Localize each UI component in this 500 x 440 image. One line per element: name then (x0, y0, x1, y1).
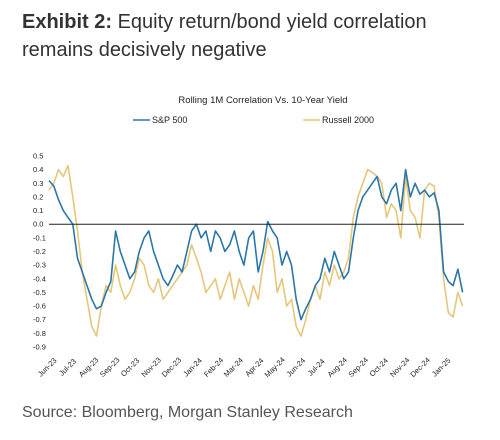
x-tick-label: Jan-25 (430, 356, 453, 379)
exhibit-label: Exhibit 2: (22, 11, 113, 33)
chart-title: Rolling 1M Correlation Vs. 10-Year Yield (178, 95, 347, 106)
y-tick-label: -0.6 (33, 302, 46, 311)
y-tick-label: -0.8 (33, 329, 46, 338)
y-tick-label: 0.4 (33, 165, 43, 174)
y-tick-label: 0.2 (33, 192, 43, 201)
x-tick-label: Jun-24 (285, 356, 308, 379)
y-axis: 0.5 0.4 0.3 0.2 0.1 0.0 -0.1 -0.2 -0.3 -0.4 -0.5 -0… (33, 152, 46, 352)
x-tick-label: Nov-23 (139, 355, 162, 378)
x-tick-label: Aug-23 (77, 355, 100, 378)
y-tick-label: -0.1 (33, 233, 46, 242)
x-tick-label: Nov-24 (388, 355, 411, 378)
y-tick-label: 0.3 (33, 179, 43, 188)
plot-area (48, 164, 464, 337)
x-tick-label: Jun-23 (36, 356, 59, 379)
legend-label-sp500: S&P 500 (152, 115, 187, 125)
headline: Exhibit 2: Equity return/bond yield corr… (22, 8, 492, 64)
x-tick-label: Jul-24 (306, 357, 327, 378)
x-tick-label: Jul-23 (57, 357, 78, 378)
x-tick-label: Dec-24 (408, 355, 431, 378)
series-line-sp500 (48, 168, 464, 321)
y-tick-label: -0.7 (33, 315, 46, 324)
x-tick-label: Feb-24 (202, 356, 225, 379)
x-tick-label: Mar-24 (222, 356, 245, 379)
y-tick-label: 0.5 (33, 152, 43, 161)
x-tick-label: Oct-24 (368, 356, 390, 378)
y-tick-label: -0.4 (33, 274, 46, 283)
x-tick-label: Dec-23 (160, 355, 183, 378)
legend: S&P 500 Russell 2000 (133, 115, 374, 125)
y-tick-label: -0.3 (33, 261, 46, 270)
series-line-russell2000 (48, 164, 464, 337)
headline-text: Equity return/bond yield correlation rem… (22, 11, 427, 61)
x-tick-label: Oct-23 (119, 356, 141, 378)
legend-label-russell2000: Russell 2000 (322, 115, 374, 125)
y-tick-label: 0.0 (33, 220, 43, 229)
x-tick-label: Sep-24 (347, 355, 370, 378)
y-tick-label: -0.2 (33, 247, 46, 256)
y-tick-label: -0.9 (33, 343, 46, 352)
x-tick-label: Aug-24 (326, 355, 349, 378)
x-tick-label: Jan-24 (181, 356, 204, 379)
source-note: Source: Bloomberg, Morgan Stanley Resear… (22, 404, 353, 421)
y-tick-label: 0.1 (33, 206, 43, 215)
x-axis: Jun-23Jul-23Aug-23Sep-23Oct-23Nov-23Dec-… (36, 355, 453, 379)
x-tick-label: Apr-24 (243, 356, 265, 378)
y-tick-label: -0.5 (33, 288, 46, 297)
x-tick-label: Sep-23 (98, 355, 121, 378)
x-tick-label: May-24 (263, 355, 287, 379)
